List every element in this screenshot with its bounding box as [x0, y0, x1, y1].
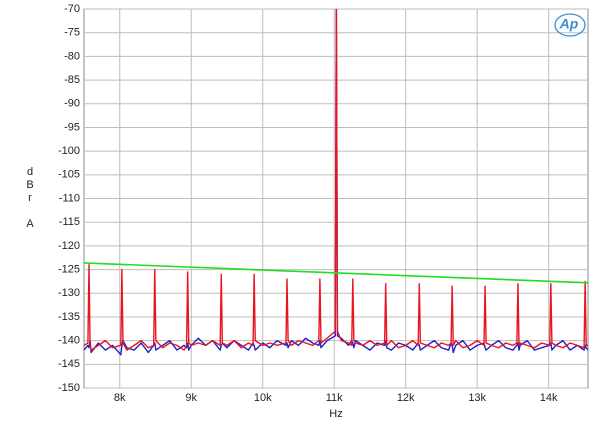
y-tick-label: -130 — [58, 287, 80, 299]
y-tick-label: -115 — [59, 216, 80, 228]
x-tick-label: 12k — [397, 392, 415, 404]
y-tick-label: -85 — [64, 74, 80, 86]
series-line — [84, 9, 588, 356]
y-tick-label: -75 — [64, 27, 80, 39]
logo: Ap — [559, 16, 579, 32]
x-tick-label: 11k — [326, 392, 343, 404]
x-tick-label: 9k — [185, 392, 197, 404]
y-tick-label: -110 — [59, 192, 80, 204]
y-tick-label: -145 — [58, 358, 80, 370]
y-tick-label: -105 — [58, 169, 80, 181]
labels: -150 -145 -140 -135 -130 -125 -120 -115 -110 -105… — [58, 3, 558, 404]
y-tick-label: -90 — [64, 98, 80, 110]
x-tick-label: 14k — [540, 392, 558, 404]
y-tick-label: -95 — [64, 121, 80, 133]
y-tick-label: -100 — [58, 145, 80, 157]
limit-line — [84, 262, 588, 284]
y-tick-label: -125 — [58, 263, 80, 275]
y-tick-label: -150 — [58, 382, 80, 394]
y-tick-label: -135 — [58, 311, 80, 323]
y-tick-label: -120 — [58, 240, 80, 252]
y-tick-label: -70 — [64, 3, 80, 15]
x-tick-label: 10k — [254, 392, 272, 404]
x-axis-label: Hz — [329, 408, 342, 420]
y-tick-label: -140 — [58, 335, 80, 347]
logo-ring — [554, 13, 586, 37]
x-tick-label: 13k — [468, 392, 486, 404]
x-tick-label: 8k — [114, 392, 126, 404]
series-line — [84, 9, 588, 351]
y-tick-label: -80 — [64, 50, 80, 62]
data — [84, 9, 588, 356]
